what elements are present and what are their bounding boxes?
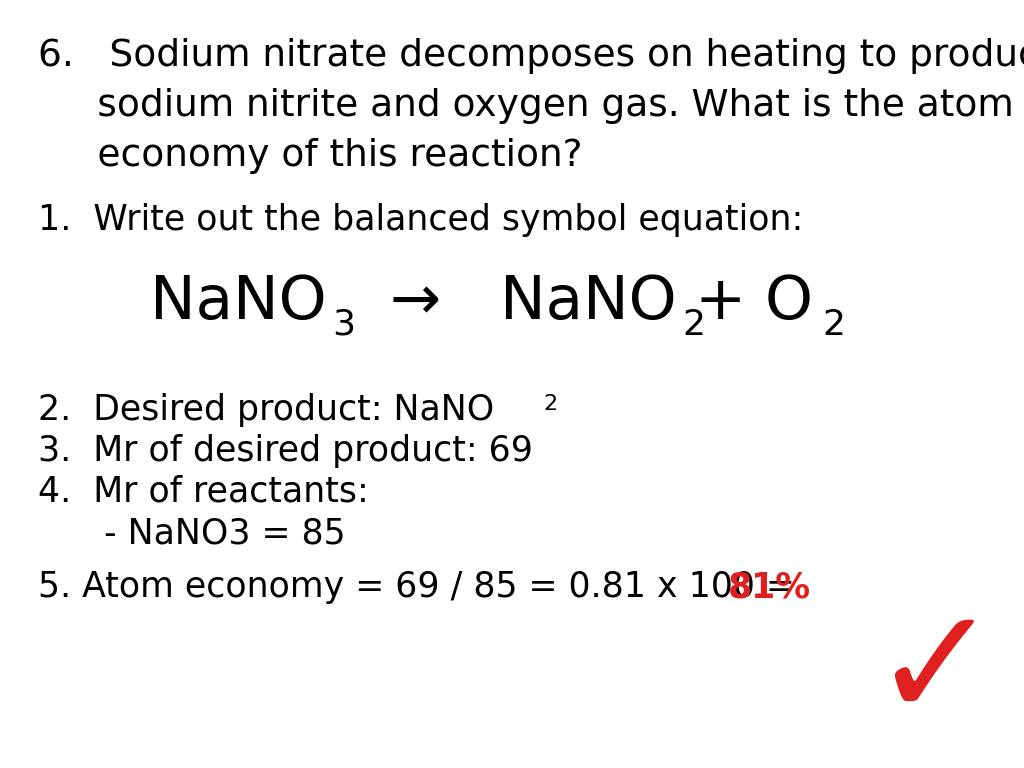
Text: 6.   Sodium nitrate decomposes on heating to produce: 6. Sodium nitrate decomposes on heating … — [38, 38, 1024, 74]
Text: economy of this reaction?: economy of this reaction? — [38, 138, 583, 174]
Text: 2: 2 — [682, 308, 705, 342]
Text: 1.  Write out the balanced symbol equation:: 1. Write out the balanced symbol equatio… — [38, 203, 803, 237]
Text: NaNO: NaNO — [500, 273, 677, 333]
Text: 4.  Mr of reactants:: 4. Mr of reactants: — [38, 475, 369, 509]
Text: +: + — [694, 273, 745, 333]
Text: - NaNO3 = 85: - NaNO3 = 85 — [38, 516, 346, 550]
Text: sodium nitrite and oxygen gas. What is the atom: sodium nitrite and oxygen gas. What is t… — [38, 88, 1014, 124]
Text: 5. Atom economy = 69 / 85 = 0.81 x 100 =: 5. Atom economy = 69 / 85 = 0.81 x 100 = — [38, 570, 806, 604]
Text: NaNO: NaNO — [150, 273, 327, 333]
Text: 2: 2 — [822, 308, 845, 342]
Text: 2.  Desired product: NaNO: 2. Desired product: NaNO — [38, 393, 495, 427]
Text: 2: 2 — [543, 394, 557, 414]
Text: ✓: ✓ — [871, 598, 999, 747]
Text: 3.  Mr of desired product: 69: 3. Mr of desired product: 69 — [38, 434, 534, 468]
Text: 81%: 81% — [728, 570, 811, 604]
Text: →: → — [389, 273, 440, 333]
Text: O: O — [765, 273, 813, 333]
Text: 3: 3 — [332, 308, 355, 342]
